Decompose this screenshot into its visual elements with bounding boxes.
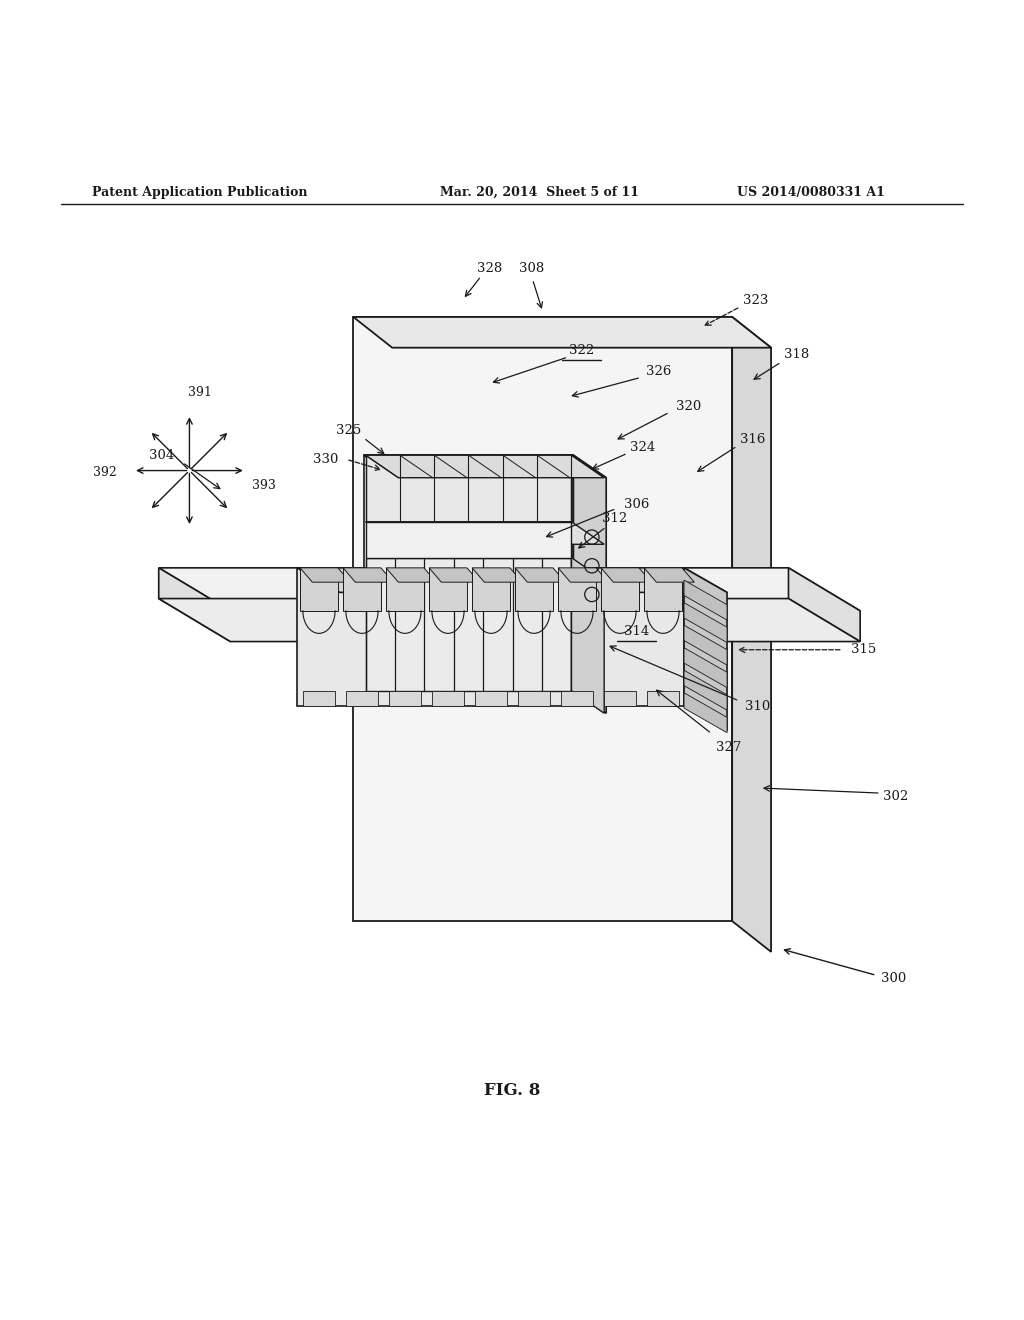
Polygon shape [684,671,727,710]
Polygon shape [684,603,727,643]
Text: 323: 323 [743,294,768,308]
Text: US 2014/0080331 A1: US 2014/0080331 A1 [737,186,885,198]
Text: 325: 325 [336,424,360,437]
Polygon shape [684,693,727,733]
Polygon shape [472,568,510,611]
Polygon shape [684,626,727,665]
Polygon shape [684,579,727,620]
Polygon shape [300,568,350,582]
Text: 330: 330 [313,453,338,466]
Polygon shape [429,568,479,582]
Polygon shape [303,690,335,706]
Polygon shape [604,690,636,706]
Text: 318: 318 [784,348,809,362]
Polygon shape [366,455,571,521]
Text: Mar. 20, 2014  Sheet 5 of 11: Mar. 20, 2014 Sheet 5 of 11 [440,186,639,198]
Polygon shape [300,568,338,611]
Polygon shape [475,690,507,706]
Polygon shape [573,455,606,713]
Polygon shape [364,455,573,690]
Text: FIG. 8: FIG. 8 [483,1081,541,1098]
Text: 312: 312 [602,512,627,525]
Polygon shape [297,568,727,593]
Polygon shape [343,568,393,582]
Polygon shape [684,648,727,688]
Polygon shape [429,568,467,611]
Polygon shape [159,598,860,642]
Polygon shape [366,557,571,690]
Polygon shape [518,690,550,706]
Text: 316: 316 [740,433,765,446]
Polygon shape [366,521,571,557]
Text: 302: 302 [884,789,908,803]
Text: 300: 300 [882,972,906,985]
Polygon shape [558,568,596,611]
Polygon shape [364,455,606,478]
Polygon shape [343,568,381,611]
Text: 324: 324 [631,441,655,454]
Polygon shape [366,521,604,544]
Polygon shape [515,568,553,611]
Polygon shape [159,568,230,642]
Polygon shape [571,557,604,713]
Polygon shape [353,317,771,347]
Text: 314: 314 [625,624,649,638]
Polygon shape [515,568,565,582]
Polygon shape [386,568,436,582]
Polygon shape [346,690,378,706]
Text: 328: 328 [477,263,502,276]
Polygon shape [159,568,860,611]
Polygon shape [788,568,860,642]
Text: 310: 310 [745,700,770,713]
Text: 391: 391 [187,385,212,399]
Polygon shape [732,317,771,952]
Text: 322: 322 [569,345,594,358]
Polygon shape [297,568,684,706]
Text: 327: 327 [717,741,741,754]
Text: 308: 308 [519,263,544,276]
Text: 320: 320 [676,400,700,413]
Text: 315: 315 [851,643,876,656]
Polygon shape [389,690,421,706]
Polygon shape [601,568,651,582]
Polygon shape [561,690,593,706]
Polygon shape [353,317,732,921]
Polygon shape [472,568,522,582]
Text: 392: 392 [92,466,117,479]
Text: 326: 326 [646,364,671,378]
Polygon shape [644,568,694,582]
Polygon shape [684,568,727,731]
Text: 304: 304 [150,449,174,462]
Polygon shape [644,568,682,611]
Text: Patent Application Publication: Patent Application Publication [92,186,307,198]
Text: 306: 306 [625,498,649,511]
Polygon shape [366,455,604,478]
Polygon shape [558,568,608,582]
Polygon shape [647,690,679,706]
Polygon shape [601,568,639,611]
Polygon shape [386,568,424,611]
Polygon shape [432,690,464,706]
Text: 393: 393 [252,479,276,492]
